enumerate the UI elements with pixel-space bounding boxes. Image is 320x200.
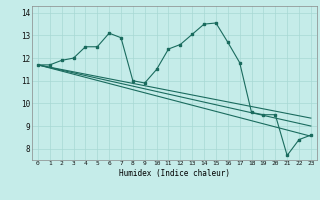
X-axis label: Humidex (Indice chaleur): Humidex (Indice chaleur) [119,169,230,178]
